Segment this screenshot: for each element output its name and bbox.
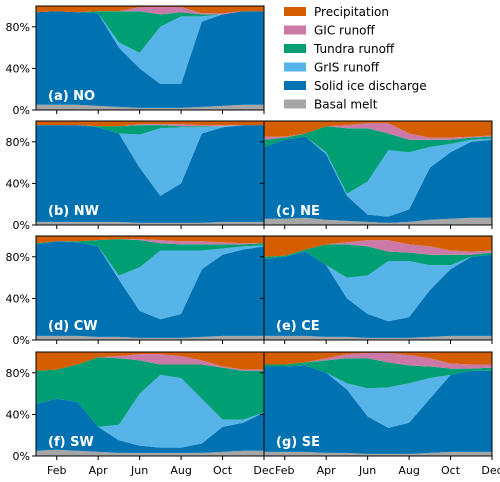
legend-swatch-gris-runoff <box>284 62 306 72</box>
area-a-no-gic-runoff <box>36 7 264 15</box>
area-g-se-solid-ice-discharge <box>264 365 492 454</box>
area-b-nw-tundra-runoff <box>36 125 264 135</box>
xtick-label-g-se-feb: Feb <box>275 464 294 477</box>
legend-swatch-solid-ice-discharge <box>284 81 306 90</box>
panel-label-f-sw: (f) SW <box>48 435 94 450</box>
area-g-se-precipitation <box>264 352 492 365</box>
ytick-label-a-no-0: 0% <box>13 104 30 117</box>
area-c-ne-gic-runoff <box>264 123 492 140</box>
panel-label-b-nw: (b) NW <box>48 204 99 219</box>
legend-label-precipitation: Precipitation <box>314 5 389 19</box>
xtick-label-f-sw-dec: Dec <box>253 464 274 477</box>
legend-swatch-gic-runoff <box>284 25 306 35</box>
legend-label-gic-runoff: GIC runoff <box>314 24 376 38</box>
area-f-sw-tundra-runoff <box>36 357 264 427</box>
panel-label-c-ne: (c) NE <box>276 204 320 219</box>
area-f-sw-gris-runoff <box>36 374 264 448</box>
panel-label-a-no: (a) NO <box>48 89 95 104</box>
area-b-nw-gris-runoff <box>36 125 264 196</box>
area-f-sw-gic-runoff <box>36 354 264 371</box>
panel-label-e-ce: (e) CE <box>276 319 320 334</box>
xtick-label-f-sw-feb: Feb <box>47 464 66 477</box>
ytick-label-d-cw-0: 0% <box>13 334 30 347</box>
area-d-cw-gris-runoff <box>36 241 264 320</box>
panel-frame-e-ce <box>263 235 493 341</box>
ytick-label-f-sw-0: 0% <box>13 450 30 463</box>
area-b-nw-basal-melt <box>36 221 264 225</box>
legend-label-tundra-runoff: Tundra runoff <box>313 42 395 56</box>
xtick-label-f-sw-aug: Aug <box>170 464 191 477</box>
legend-swatch-basal-melt <box>284 99 306 109</box>
area-b-nw-precipitation <box>36 121 264 127</box>
panel-frame-g-se <box>263 351 493 457</box>
ytick-label-a-no-40: 40% <box>6 62 30 75</box>
area-c-ne-tundra-runoff <box>264 126 492 194</box>
area-a-no-gris-runoff <box>36 11 264 85</box>
area-d-cw-precipitation <box>36 236 264 244</box>
area-c-ne-solid-ice-discharge <box>264 136 492 223</box>
panel-frame-c-ne <box>263 120 493 226</box>
area-a-no-solid-ice-discharge <box>36 11 264 108</box>
area-g-se-gic-runoff <box>264 353 492 369</box>
xtick-label-g-se-oct: Oct <box>441 464 461 477</box>
area-b-nw-gic-runoff <box>36 124 264 127</box>
xtick-label-g-se-aug: Aug <box>398 464 419 477</box>
ytick-label-d-cw-80: 80% <box>6 251 30 264</box>
xtick-label-f-sw-apr: Apr <box>89 464 109 477</box>
panel-label-g-se: (g) SE <box>276 435 320 450</box>
area-g-se-tundra-runoff <box>264 358 492 389</box>
area-a-no-basal-melt <box>36 104 264 110</box>
area-c-ne-precipitation <box>264 121 492 138</box>
area-e-ce-solid-ice-discharge <box>264 251 492 338</box>
xtick-label-f-sw-jun: Jun <box>130 464 148 477</box>
area-e-ce-gic-runoff <box>264 240 492 257</box>
xtick-label-g-se-apr: Apr <box>317 464 337 477</box>
area-a-no-tundra-runoff <box>36 11 264 53</box>
ytick-label-b-nw-80: 80% <box>6 136 30 149</box>
area-e-ce-precipitation <box>264 236 492 257</box>
ytick-label-b-nw-40: 40% <box>6 177 30 190</box>
area-f-sw-precipitation <box>36 352 264 371</box>
legend-swatch-tundra-runoff <box>284 44 306 53</box>
area-d-cw-basal-melt <box>36 335 264 340</box>
xtick-label-g-se-dec: Dec <box>481 464 500 477</box>
area-b-nw-solid-ice-discharge <box>36 125 264 223</box>
area-e-ce-basal-melt <box>264 335 492 340</box>
xtick-label-f-sw-oct: Oct <box>213 464 233 477</box>
legend-label-gris-runoff: GrIS runoff <box>314 61 380 75</box>
panel-frame-a-no <box>35 5 265 111</box>
ytick-label-d-cw-40: 40% <box>6 292 30 305</box>
xtick-label-g-se-jun: Jun <box>358 464 376 477</box>
panel-label-d-cw: (d) CW <box>48 319 98 334</box>
area-d-cw-gic-runoff <box>36 239 264 245</box>
area-d-cw-tundra-runoff <box>36 239 264 276</box>
area-c-ne-basal-melt <box>264 217 492 225</box>
legend-label-solid-ice-discharge: Solid ice discharge <box>314 79 427 93</box>
area-c-ne-gris-runoff <box>264 136 492 217</box>
area-d-cw-solid-ice-discharge <box>36 241 264 338</box>
area-g-se-basal-melt <box>264 451 492 456</box>
ytick-label-f-sw-40: 40% <box>6 408 30 421</box>
area-a-no-precipitation <box>36 6 264 14</box>
area-g-se-gris-runoff <box>264 365 492 428</box>
ytick-label-b-nw-0: 0% <box>13 219 30 232</box>
legend-swatch-precipitation <box>284 7 306 16</box>
ytick-label-f-sw-80: 80% <box>6 367 30 380</box>
legend-label-basal-melt: Basal melt <box>314 98 378 112</box>
area-e-ce-gris-runoff <box>264 251 492 322</box>
ytick-label-a-no-80: 80% <box>6 21 30 34</box>
area-f-sw-solid-ice-discharge <box>36 398 264 453</box>
area-e-ce-tundra-runoff <box>264 244 492 278</box>
